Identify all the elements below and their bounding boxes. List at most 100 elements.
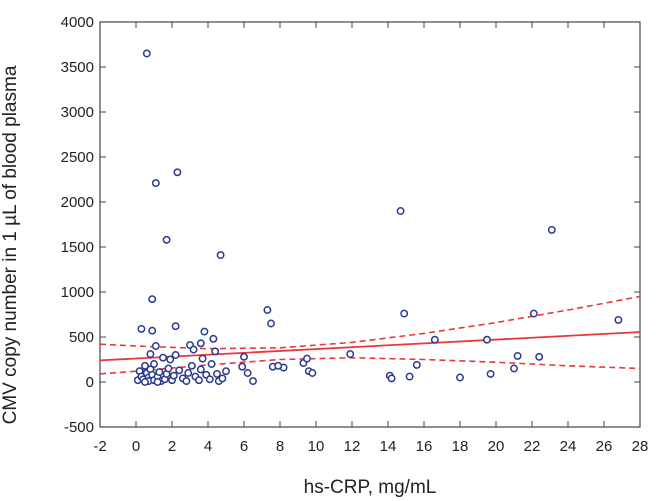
data-point xyxy=(267,319,275,328)
data-point xyxy=(189,345,198,354)
y-tick-label: 4000 xyxy=(61,14,94,31)
data-point xyxy=(400,309,409,318)
data-point xyxy=(175,366,184,375)
y-tick-label: 2500 xyxy=(61,149,94,166)
y-tick-label: 3500 xyxy=(61,59,94,76)
data-point xyxy=(166,355,175,364)
y-tick-label: 1500 xyxy=(61,239,94,256)
data-point xyxy=(155,368,164,377)
data-point xyxy=(308,369,317,377)
data-point xyxy=(456,373,464,382)
data-point xyxy=(222,367,230,376)
data-point xyxy=(137,324,146,333)
x-tick-label: 26 xyxy=(596,438,613,455)
confidence-band xyxy=(99,295,641,375)
x-tick-label: 2 xyxy=(168,438,176,455)
x-tick-label: 28 xyxy=(632,438,649,455)
data-point xyxy=(614,315,623,324)
x-axis: -2 0 2 4 6 8 10 12 14 16 18 20 22 24 26 28 xyxy=(93,22,648,455)
data-point xyxy=(159,353,167,362)
x-tick-label: 12 xyxy=(344,438,361,455)
x-tick-label: 20 xyxy=(488,438,505,455)
data-point xyxy=(200,327,209,336)
data-point xyxy=(198,354,207,363)
data-point xyxy=(218,374,227,383)
x-tick-label: 8 xyxy=(276,438,284,455)
data-point xyxy=(195,376,203,385)
x-tick-label: 18 xyxy=(452,438,469,455)
data-point xyxy=(173,168,182,177)
data-point xyxy=(249,377,257,386)
data-point xyxy=(243,369,252,377)
regression-line xyxy=(99,331,641,362)
data-point xyxy=(162,235,171,244)
data-point xyxy=(274,361,283,370)
x-tick-label: 4 xyxy=(204,438,212,455)
data-point xyxy=(238,362,247,371)
data-point xyxy=(529,309,538,318)
data-point xyxy=(240,352,248,361)
data-point xyxy=(211,347,220,356)
y-tick-label: 2000 xyxy=(61,194,94,211)
data-point xyxy=(430,335,439,344)
data-point xyxy=(303,354,311,363)
data-point xyxy=(209,334,218,343)
data-point xyxy=(387,374,396,383)
data-point xyxy=(547,225,556,234)
x-axis-label: hs-CRP, mg/mL xyxy=(304,477,437,498)
plot-frame xyxy=(99,21,641,428)
x-tick-label: -2 xyxy=(93,438,106,455)
x-tick-label: 10 xyxy=(308,438,325,455)
data-point xyxy=(196,365,205,374)
y-axis-label: CMV copy number in 1 µL of blood plasma xyxy=(0,65,21,424)
data-point xyxy=(150,360,158,368)
x-tick-label: 14 xyxy=(380,438,397,455)
x-tick-label: 6 xyxy=(240,438,248,455)
x-tick-label: 22 xyxy=(524,438,541,455)
data-point xyxy=(535,352,544,361)
data-point xyxy=(184,369,193,377)
data-point xyxy=(153,378,162,386)
data-point xyxy=(182,377,191,386)
data-point xyxy=(483,335,491,344)
y-tick-label: 0 xyxy=(86,374,94,391)
y-tick-label: 500 xyxy=(69,329,94,346)
data-point xyxy=(148,326,157,335)
y-axis: -500 0 500 1000 1500 2000 2500 3000 3500 4000 xyxy=(61,14,640,436)
data-point xyxy=(263,306,272,314)
data-point xyxy=(207,360,216,368)
x-tick-label: 16 xyxy=(416,438,433,455)
data-point xyxy=(486,369,495,378)
data-point xyxy=(510,364,518,373)
data-point xyxy=(169,371,178,380)
data-point xyxy=(187,361,196,370)
confidence-upper-line xyxy=(99,295,641,350)
x-tick-label: 24 xyxy=(560,438,577,455)
data-point xyxy=(141,378,149,386)
data-point xyxy=(412,360,421,369)
x-tick-label: 0 xyxy=(132,438,140,455)
data-point xyxy=(146,350,155,359)
data-point xyxy=(405,372,414,381)
data-point xyxy=(396,207,405,215)
data-point xyxy=(216,251,225,260)
data-point xyxy=(151,179,160,188)
data-point xyxy=(148,295,157,304)
data-point xyxy=(171,351,180,359)
y-tick-label: 3000 xyxy=(61,104,94,121)
data-point xyxy=(346,350,355,359)
data-point xyxy=(213,369,221,378)
fit-line xyxy=(99,331,641,362)
data-points xyxy=(133,49,623,386)
data-point xyxy=(141,361,149,370)
y-tick-label: -500 xyxy=(64,419,94,436)
data-point xyxy=(205,375,214,384)
data-point xyxy=(151,342,160,350)
data-point xyxy=(164,364,173,373)
data-point xyxy=(513,351,522,360)
data-point xyxy=(142,49,151,58)
data-point xyxy=(171,322,180,331)
y-tick-label: 1000 xyxy=(61,284,94,301)
data-point xyxy=(196,339,205,348)
